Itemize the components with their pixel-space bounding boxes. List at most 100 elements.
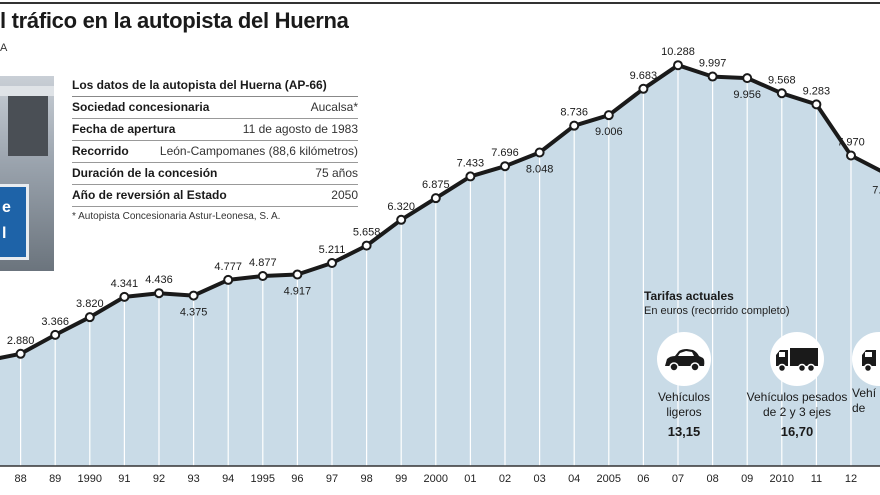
- x-tick-label: 91: [118, 473, 130, 485]
- x-tick-label: 94: [222, 473, 234, 485]
- data-point: [119, 291, 130, 302]
- tarifas-title: Tarifas actuales: [644, 289, 734, 303]
- data-label: 9.568: [768, 74, 796, 86]
- x-tick-label: 88: [14, 473, 26, 485]
- data-point: [673, 60, 683, 71]
- data-point: [15, 348, 26, 359]
- info-row: Duración de la concesión 75 años: [72, 163, 358, 185]
- vehicle-label: de: [852, 401, 866, 415]
- vehicle-label: Vehí: [852, 386, 877, 400]
- data-point: [500, 161, 510, 172]
- x-tick-label: 2010: [770, 473, 794, 485]
- page-title: l tráfico en la autopista del Huerna: [0, 8, 349, 33]
- data-point: [846, 150, 856, 161]
- x-tick-label: 99: [395, 473, 407, 485]
- vehicle-heavy: Vehículos pesados de 2 y 3 ejes 16,70: [742, 332, 852, 439]
- info-label: Duración de la concesión: [72, 166, 218, 180]
- data-point: [257, 271, 268, 282]
- data-point: [811, 99, 822, 110]
- data-label: 3.366: [41, 316, 69, 328]
- data-label: 7.696: [491, 147, 519, 159]
- x-axis-band: [0, 467, 880, 495]
- info-value: 11 de agosto de 1983: [242, 122, 358, 136]
- data-label: 9.283: [803, 85, 831, 97]
- vehicle-label: de 2 y 3 ejes: [762, 405, 832, 419]
- data-point: [188, 290, 199, 301]
- x-tick-label: 07: [672, 473, 684, 485]
- data-point: [569, 120, 580, 131]
- info-value: 2050: [331, 188, 358, 202]
- data-point: [50, 329, 61, 340]
- x-tick-label: 89: [49, 473, 61, 485]
- toll-booth: [8, 96, 48, 156]
- x-tick-label: 2000: [424, 473, 448, 485]
- x-tick-label: 03: [533, 473, 545, 485]
- info-value: Aucalsa*: [310, 100, 358, 114]
- info-row: Fecha de apertura 11 de agosto de 1983: [72, 119, 358, 141]
- toll-plaza-photo: e l: [0, 76, 54, 271]
- data-label: 2.880: [7, 335, 35, 347]
- x-tick-label: 2005: [597, 473, 621, 485]
- vehicle-label: Vehículos pesados: [746, 390, 848, 404]
- truck-large-icon: [852, 332, 880, 386]
- x-tick-label: 06: [637, 473, 649, 485]
- info-label: Año de reversión al Estado: [72, 188, 227, 202]
- data-label: 4.917: [284, 285, 312, 297]
- x-tick-label: 08: [706, 473, 718, 485]
- x-tick-label: 09: [741, 473, 753, 485]
- data-point: [396, 214, 407, 225]
- tarifas-block: Tarifas actuales En euros (recorrido com…: [644, 289, 880, 317]
- data-point: [223, 274, 234, 285]
- info-box-title: Los datos de la autopista del Huerna (AP…: [72, 78, 358, 97]
- vehicle-label: Vehículos: [657, 390, 711, 404]
- info-box: Los datos de la autopista del Huerna (AP…: [72, 78, 358, 222]
- data-point: [465, 171, 476, 182]
- data-label: 9.997: [699, 58, 727, 70]
- data-label: 9.006: [595, 126, 623, 138]
- info-value: 75 años: [315, 166, 358, 180]
- data-point: [638, 83, 649, 94]
- data-label: 4.436: [145, 274, 173, 286]
- data-point: [742, 73, 753, 84]
- x-tick-label: 98: [360, 473, 372, 485]
- data-label: 8.736: [560, 107, 588, 119]
- vehicle-light: Vehículos ligeros 13,15: [629, 332, 739, 439]
- data-label: 4.877: [249, 257, 277, 269]
- data-point: [154, 288, 164, 299]
- data-label: 5.211: [319, 244, 346, 256]
- info-row: Año de reversión al Estado 2050: [72, 185, 358, 207]
- data-label: 5.658: [353, 227, 381, 239]
- data-label: 9.956: [733, 89, 761, 101]
- data-point: [534, 147, 545, 158]
- data-point: [776, 88, 787, 99]
- data-point: [361, 240, 372, 251]
- vehicle-price: 13,15: [667, 424, 701, 439]
- road-sign-text-2: l: [2, 225, 7, 242]
- toll-roof: [0, 86, 54, 96]
- data-label: 3.820: [76, 298, 104, 310]
- info-label: Sociedad concesionaria: [72, 100, 210, 114]
- tarifas-subtitle: En euros (recorrido completo): [644, 305, 790, 317]
- truck-icon: [770, 332, 824, 386]
- info-note: * Autopista Concesionaria Astur-Leonesa,…: [72, 211, 281, 222]
- data-point: [603, 110, 614, 121]
- info-value: León-Campomanes (88,6 kilómetros): [159, 144, 358, 158]
- x-tick-label: 12: [845, 473, 857, 485]
- x-tick-label: 97: [326, 473, 338, 485]
- data-label: 9.683: [630, 70, 658, 82]
- data-label: 8.048: [526, 163, 554, 175]
- x-tick-label: 1990: [78, 473, 102, 485]
- top-rule: [0, 2, 880, 4]
- info-label: Fecha de apertura: [72, 122, 176, 136]
- data-label: 7.970: [837, 137, 865, 149]
- x-tick-label: 02: [499, 473, 511, 485]
- data-label: 7.511: [872, 184, 880, 196]
- data-label: 6.875: [422, 179, 450, 191]
- data-label: 6.320: [387, 201, 415, 213]
- data-point: [430, 193, 441, 204]
- vehicle-extra-heavy: Vehí de: [852, 332, 880, 420]
- data-label: 7.433: [457, 157, 485, 169]
- x-tick-label: 96: [291, 473, 303, 485]
- data-label: 4.375: [180, 307, 208, 319]
- data-label: 4.777: [214, 261, 242, 273]
